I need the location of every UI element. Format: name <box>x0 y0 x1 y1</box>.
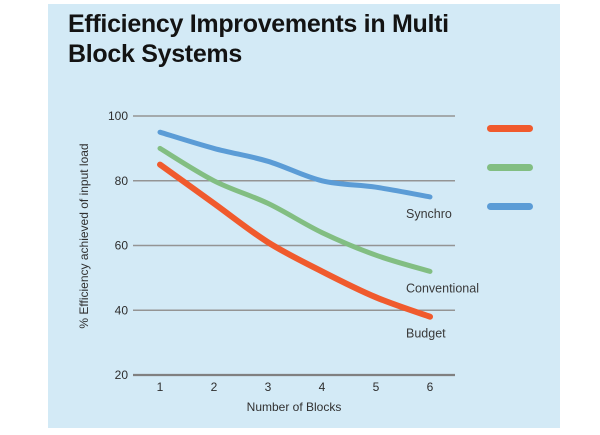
legend-swatch-budget <box>487 125 533 132</box>
series-inline-label-budget: Budget <box>406 327 446 341</box>
y-tick-label-100: 100 <box>108 109 128 123</box>
x-axis-title: Number of Blocks <box>246 400 342 414</box>
chart-panel: Efficiency Improvements in Multi Block S… <box>48 4 560 428</box>
x-tick-label-3: 3 <box>265 380 272 394</box>
y-tick-label-20: 20 <box>115 368 129 382</box>
series-inline-label-conventional: Conventional <box>406 281 479 295</box>
legend-swatch-conventional <box>487 164 533 171</box>
legend-swatch-synchro <box>487 203 533 210</box>
series-line-budget <box>157 161 433 320</box>
y-tick-label-80: 80 <box>115 174 129 188</box>
series-line-conventional <box>157 145 433 274</box>
y-tick-label-60: 60 <box>115 239 129 253</box>
x-tick-label-4: 4 <box>319 380 326 394</box>
efficiency-line-chart: 100 80 60 40 20 1 2 3 4 5 6 Budget Conventional Synch… <box>108 109 479 394</box>
chart-title: Efficiency Improvements in Multi Block S… <box>68 10 449 68</box>
series-inline-label-synchro: Synchro <box>406 207 452 221</box>
x-tick-label-6: 6 <box>427 380 434 394</box>
x-tick-label-1: 1 <box>157 380 164 394</box>
y-tick-label-40: 40 <box>115 303 129 317</box>
series-line-synchro <box>157 129 433 200</box>
x-tick-label-5: 5 <box>373 380 380 394</box>
y-axis-title: % Efficiency achieved of input load <box>77 143 91 329</box>
x-tick-label-2: 2 <box>211 380 218 394</box>
